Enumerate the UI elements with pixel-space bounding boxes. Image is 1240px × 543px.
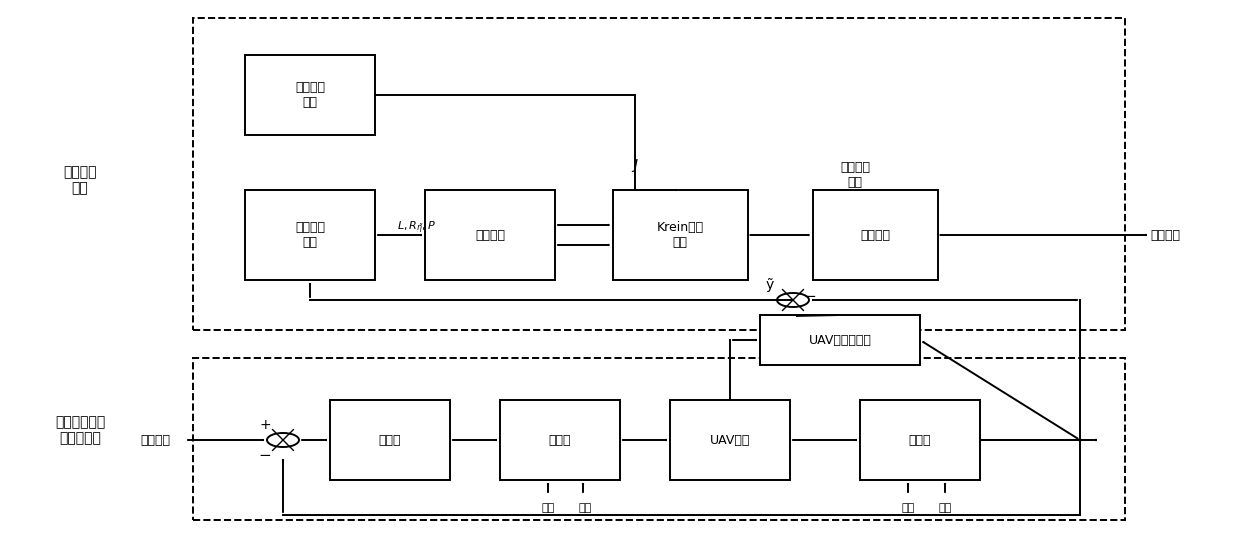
Text: 执行器: 执行器 (549, 433, 572, 446)
Text: ỹ: ỹ (766, 278, 774, 292)
Text: 无人机飞行控
制系统模块: 无人机飞行控 制系统模块 (55, 415, 105, 445)
Bar (760, 315, 920, 365)
Bar (670, 400, 790, 480)
Text: $L,R_{\tilde{\eta}},P$: $L,R_{\tilde{\eta}},P$ (397, 220, 436, 236)
Bar (425, 190, 556, 280)
Text: 非线性观
测器: 非线性观 测器 (295, 221, 325, 249)
Text: 残差评价: 残差评价 (861, 229, 890, 242)
Circle shape (267, 433, 299, 447)
Text: 残差评价
函数: 残差评价 函数 (839, 161, 870, 189)
Text: 等价方程: 等价方程 (475, 229, 505, 242)
Bar (500, 400, 620, 480)
Text: 控制器: 控制器 (378, 433, 402, 446)
Bar (812, 190, 937, 280)
Bar (613, 190, 748, 280)
Text: 干扰: 干扰 (939, 503, 951, 513)
Text: 故障信息: 故障信息 (1149, 229, 1180, 242)
Bar (193, 18, 1125, 330)
Text: 故障检测
模块: 故障检测 模块 (63, 165, 97, 195)
Text: 传感器: 传感器 (909, 433, 931, 446)
Text: 干扰: 干扰 (578, 503, 591, 513)
Bar (246, 190, 374, 280)
Text: 鲁棒性能
指标: 鲁棒性能 指标 (295, 81, 325, 109)
Bar (861, 400, 980, 480)
Text: UAV机体: UAV机体 (709, 433, 750, 446)
Text: −: − (259, 447, 272, 463)
Text: J: J (632, 158, 637, 172)
Text: 故障: 故障 (901, 503, 915, 513)
Text: −: − (804, 288, 816, 304)
Text: 故障: 故障 (542, 503, 554, 513)
Text: UAV非线性模型: UAV非线性模型 (808, 333, 872, 346)
Text: 控制指令: 控制指令 (140, 433, 170, 446)
Text: +: + (259, 418, 270, 432)
Bar (193, 358, 1125, 520)
Bar (246, 55, 374, 135)
Circle shape (777, 293, 808, 307)
Bar (330, 400, 450, 480)
Text: Krein空间
投影: Krein空间 投影 (656, 221, 703, 249)
